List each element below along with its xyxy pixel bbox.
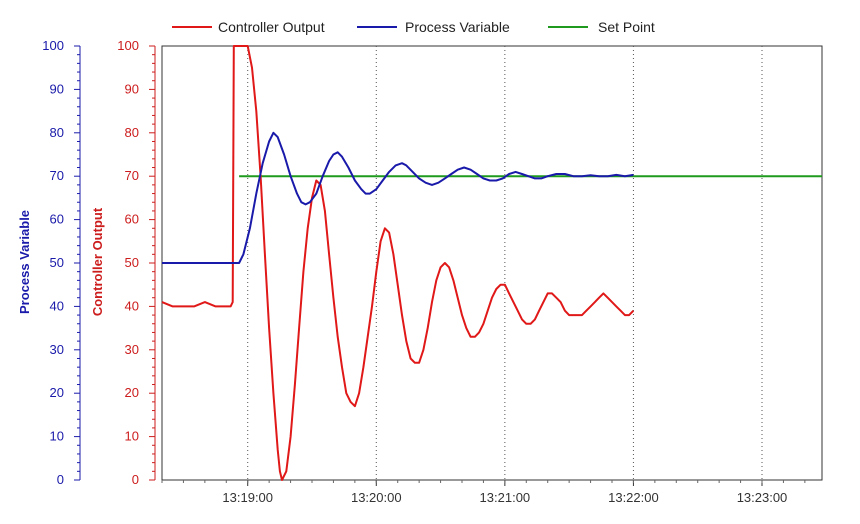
y-tick-label-pv: 60 xyxy=(50,212,64,227)
series-line-controller-output xyxy=(161,45,635,481)
y-tick-label-co: 0 xyxy=(132,472,139,487)
legend: Controller Output Process Variable Set P… xyxy=(172,19,655,35)
y-tick-label-pv: 80 xyxy=(50,125,64,140)
y-tick-label-co: 10 xyxy=(125,429,139,444)
x-tick-label: 13:20:00 xyxy=(351,490,402,505)
y-tick-label-co: 20 xyxy=(125,385,139,400)
y-tick-label-pv: 0 xyxy=(57,472,64,487)
series-line-process-variable xyxy=(162,131,634,264)
y-tick-label-pv: 90 xyxy=(50,81,64,96)
y-tick-label-co: 30 xyxy=(125,342,139,357)
y-tick-label-pv: 10 xyxy=(50,429,64,444)
y-tick-label-co: 80 xyxy=(125,125,139,140)
y-tick-label-pv: 30 xyxy=(50,342,64,357)
legend-label-set-point: Set Point xyxy=(598,19,655,35)
y-tick-label-co: 60 xyxy=(125,212,139,227)
x-tick-label: 13:23:00 xyxy=(737,490,788,505)
y-tick-label-co: 70 xyxy=(125,168,139,183)
grid xyxy=(247,46,763,480)
y-axis-title-process-variable: Process Variable xyxy=(17,210,32,314)
y-tick-label-pv: 20 xyxy=(50,385,64,400)
x-tick-label: 13:19:00 xyxy=(222,490,273,505)
y-tick-label-co: 50 xyxy=(125,255,139,270)
y-tick-label-pv: 40 xyxy=(50,298,64,313)
x-tick-label: 13:22:00 xyxy=(608,490,659,505)
x-ticks: 13:19:00 13:20:00 13:21:00 13:22:00 13:23:00 xyxy=(161,480,806,505)
y-ticks: 0 10 20 30 40 50 60 70 80 90 100 0 10 20 30 40 50 60 70 80 9… xyxy=(42,38,155,487)
legend-label-process-variable: Process Variable xyxy=(405,19,510,35)
y-tick-label-pv: 50 xyxy=(50,255,64,270)
y-tick-label-pv: 100 xyxy=(42,38,64,53)
plot-area xyxy=(161,45,823,481)
y-tick-label-co: 90 xyxy=(125,81,139,96)
y-tick-label-co: 40 xyxy=(125,298,139,313)
y-tick-label-co: 100 xyxy=(117,38,139,53)
y-tick-label-pv: 70 xyxy=(50,168,64,183)
series-group xyxy=(161,45,822,481)
x-tick-label: 13:21:00 xyxy=(480,490,531,505)
legend-label-controller-output: Controller Output xyxy=(218,19,325,35)
y-axis-title-controller-output: Controller Output xyxy=(90,207,105,316)
